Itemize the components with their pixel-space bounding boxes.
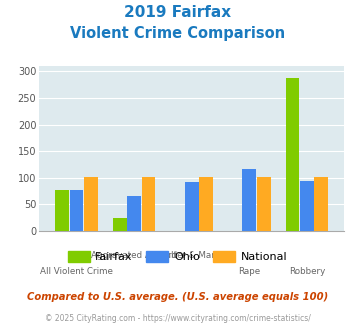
Bar — [127, 196, 141, 231]
Text: Compared to U.S. average. (U.S. average equals 100): Compared to U.S. average. (U.S. average … — [27, 292, 328, 302]
Text: © 2025 CityRating.com - https://www.cityrating.com/crime-statistics/: © 2025 CityRating.com - https://www.city… — [45, 314, 310, 323]
Bar — [84, 177, 98, 231]
Text: Aggravated Assault: Aggravated Assault — [91, 251, 177, 260]
Text: Robbery: Robbery — [289, 267, 325, 276]
Bar — [285, 78, 299, 231]
Bar — [257, 177, 271, 231]
Text: 2019 Fairfax: 2019 Fairfax — [124, 5, 231, 20]
Bar — [70, 190, 83, 231]
Legend: Fairfax, Ohio, National: Fairfax, Ohio, National — [63, 247, 292, 267]
Bar — [242, 169, 256, 231]
Bar — [113, 218, 127, 231]
Text: Murder & Mans...: Murder & Mans... — [154, 251, 229, 260]
Text: All Violent Crime: All Violent Crime — [40, 267, 113, 276]
Bar — [199, 177, 213, 231]
Text: Violent Crime Comparison: Violent Crime Comparison — [70, 26, 285, 41]
Bar — [315, 177, 328, 231]
Bar — [300, 181, 314, 231]
Bar — [185, 182, 198, 231]
Bar — [55, 190, 69, 231]
Bar — [142, 177, 155, 231]
Text: Rape: Rape — [238, 267, 260, 276]
